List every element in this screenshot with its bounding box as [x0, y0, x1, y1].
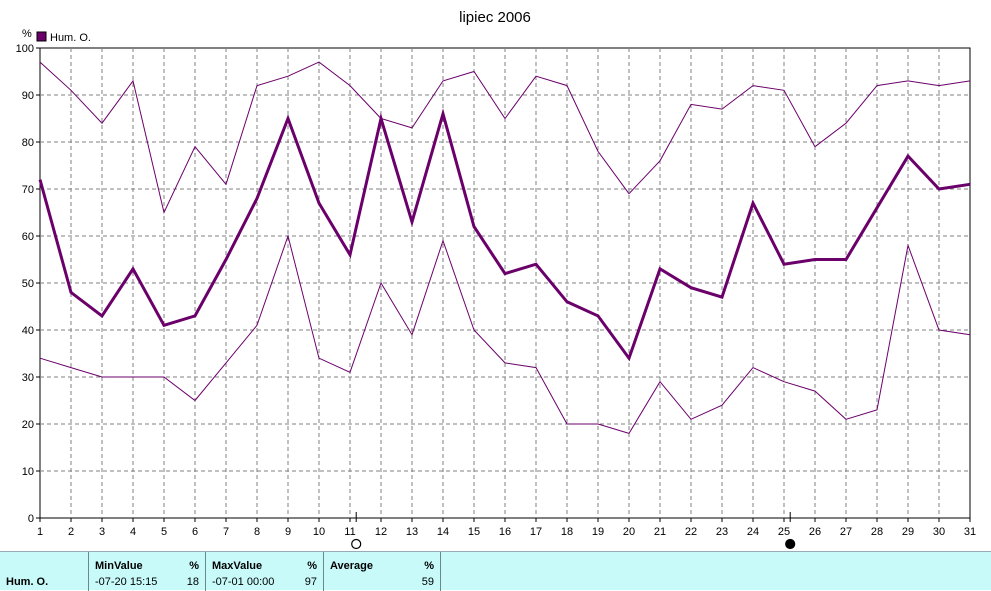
new-moon-icon: [785, 538, 796, 550]
min-value: 18: [186, 576, 199, 588]
chart-title: lipiec 2006: [459, 9, 531, 26]
max-value-cell: MaxValue % -07-01 00:00 97: [206, 552, 324, 591]
x-tick-label: 22: [685, 526, 697, 538]
x-tick-label: 3: [99, 526, 105, 538]
x-tick-label: 30: [933, 526, 945, 538]
y-tick-label: 20: [22, 419, 34, 431]
stats-row-label-cell: Hum. O.: [0, 552, 89, 591]
min-value-header: MinValue: [95, 560, 143, 572]
stats-panel: Hum. O. MinValue % -07-20 15:15 18 MaxVa…: [0, 551, 991, 591]
x-tick-label: 2: [68, 526, 74, 538]
min-value-cell: MinValue % -07-20 15:15 18: [89, 552, 206, 591]
x-tick-label: 26: [809, 526, 821, 538]
x-tick-label: 25: [778, 526, 790, 538]
y-tick-label: 70: [22, 184, 34, 196]
max-value-header: MaxValue: [212, 560, 263, 572]
x-tick-label: 27: [840, 526, 852, 538]
series-line-max: [39, 61, 971, 215]
y-tick-label: 40: [22, 325, 34, 337]
x-tick-label: 28: [871, 526, 883, 538]
x-tick-label: 21: [654, 526, 666, 538]
x-tick-label: 20: [623, 526, 635, 538]
series-line-avg: [38, 108, 971, 362]
x-tick-label: 7: [223, 526, 229, 538]
average-cell: Average % 59: [324, 552, 441, 591]
y-tick-label: 60: [22, 231, 34, 243]
x-tick-label: 8: [254, 526, 260, 538]
y-tick-label: 30: [22, 372, 34, 384]
legend-swatch: [36, 31, 47, 42]
average-header: Average: [330, 560, 374, 572]
stats-row-label: Hum. O.: [6, 576, 49, 588]
x-tick-label: 10: [313, 526, 325, 538]
full-moon-icon: [351, 538, 362, 550]
series-line-min: [39, 234, 971, 434]
y-axis-label: %: [22, 28, 32, 40]
humidity-chart: lipiec 2006 % Hum. O. 0 10 20 30 40 50 60 70 80 9…: [16, 9, 976, 550]
x-tick-label: 11: [344, 526, 355, 538]
x-tick-label: 14: [437, 526, 449, 538]
max-value-time: -07-01 00:00: [212, 576, 275, 588]
min-value-time: -07-20 15:15: [95, 576, 158, 588]
y-tick-label: 0: [28, 513, 34, 525]
y-tick-label: 10: [22, 466, 34, 478]
x-tick-label: 1: [37, 526, 43, 538]
x-tick-label: 17: [530, 526, 542, 538]
y-tick-label: 80: [22, 137, 34, 149]
x-tick-label: 29: [902, 526, 914, 538]
min-value-unit: %: [189, 560, 199, 572]
x-tick-label: 19: [592, 526, 604, 538]
x-tick-label: 24: [747, 526, 759, 538]
x-tick-label: 15: [468, 526, 480, 538]
average-value: 59: [421, 576, 434, 588]
x-tick-label: 9: [285, 526, 291, 538]
x-tick-label: 23: [716, 526, 728, 538]
x-tick-label: 12: [375, 526, 387, 538]
x-tick-label: 13: [406, 526, 418, 538]
y-tick-label: 100: [16, 43, 34, 55]
x-tick-label: 6: [192, 526, 198, 538]
legend-label: Hum. O.: [50, 32, 91, 44]
average-unit: %: [424, 560, 434, 572]
x-tick-label: 18: [561, 526, 573, 538]
x-tick-label: 16: [499, 526, 511, 538]
max-value: 97: [304, 576, 317, 588]
x-tick-label: 4: [130, 526, 136, 538]
x-tick-label: 5: [161, 526, 167, 538]
y-tick-label: 50: [22, 278, 34, 290]
max-value-unit: %: [307, 560, 317, 572]
y-tick-label: 90: [22, 90, 34, 102]
x-tick-label: 31: [964, 526, 976, 538]
